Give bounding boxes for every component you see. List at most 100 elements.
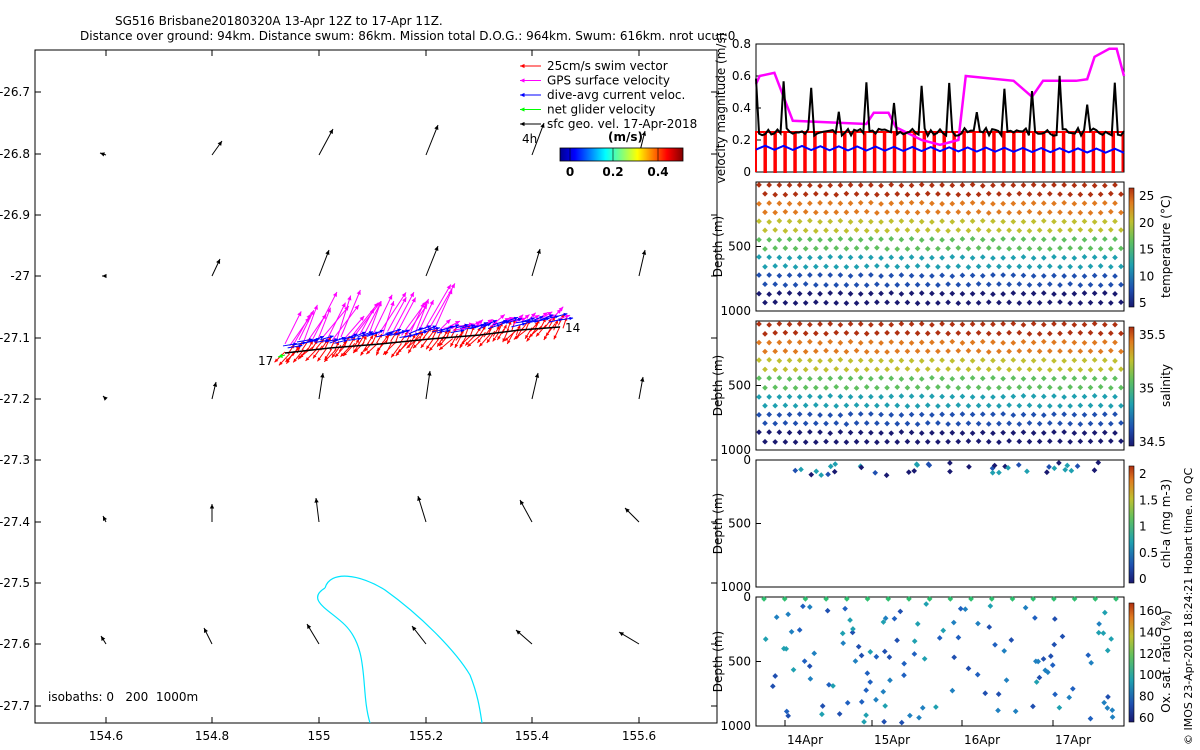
swim-vector bbox=[545, 323, 556, 337]
date-tick-label: 17Apr bbox=[1055, 733, 1091, 747]
swim-vector bbox=[390, 343, 402, 358]
profile-points bbox=[756, 320, 1124, 446]
colorbar-label: temperature (°C) bbox=[1159, 195, 1173, 298]
velocity-panel: 0 0.2 0.4 0.6 0.8 velocity magnitude (m/s) bbox=[714, 33, 1126, 183]
profile-points bbox=[761, 596, 1119, 726]
current-vector bbox=[460, 324, 476, 329]
swim-vector bbox=[408, 334, 416, 346]
map-ytick-label: -27.4 bbox=[0, 515, 30, 529]
swim-vector bbox=[459, 335, 468, 349]
map-xtick-label: 155 bbox=[308, 729, 331, 743]
map-xtick-label: 155.4 bbox=[515, 729, 549, 743]
swim-vector bbox=[397, 339, 412, 353]
colorbar-tick-label: 15 bbox=[1139, 243, 1154, 257]
panel-colorbar bbox=[1128, 602, 1135, 723]
geo-velocity-arrow bbox=[425, 124, 439, 156]
swim-vector bbox=[478, 334, 491, 347]
colorbar-tick-label: 25 bbox=[1139, 189, 1154, 203]
gps-velocity-vector bbox=[382, 300, 395, 335]
map-xtick-label: 155.6 bbox=[622, 729, 656, 743]
colorbar-title: (m/s) bbox=[608, 130, 643, 144]
colorbar-tick-label: 20 bbox=[1139, 216, 1154, 230]
swim-vector bbox=[428, 338, 440, 352]
colorbar-tick-label: 34.5 bbox=[1139, 435, 1166, 449]
panel-colorbar bbox=[1128, 187, 1135, 308]
depth-ytick-label: 500 bbox=[728, 379, 751, 393]
geo-velocity-arrow bbox=[211, 140, 223, 156]
depth-panel-2: 500 1000 Depth (m) 35.5 35 34.5 salinity bbox=[711, 320, 1173, 457]
current-vector bbox=[287, 344, 303, 349]
current-vector bbox=[348, 337, 362, 341]
geo-velocity-arrow bbox=[99, 152, 107, 157]
swim-vector bbox=[323, 348, 337, 363]
geo-velocity-arrow bbox=[417, 495, 427, 523]
swim-vector bbox=[305, 347, 318, 362]
legend-arrow bbox=[520, 78, 541, 83]
current-vector bbox=[450, 329, 465, 333]
colorbar-tick-label: 60 bbox=[1139, 711, 1154, 725]
map-xtick-label: 154.8 bbox=[195, 729, 229, 743]
current-vector bbox=[352, 331, 367, 338]
swim-vector bbox=[496, 328, 505, 341]
map-ytick-label: -27 bbox=[10, 269, 30, 283]
gps-velocity-vector bbox=[419, 299, 434, 329]
gps-velocity-vector bbox=[335, 295, 352, 342]
geo-velocity-arrow bbox=[318, 128, 334, 156]
velocity-ytick-label: 0.2 bbox=[732, 133, 751, 147]
current-vector bbox=[343, 333, 358, 340]
gps-velocity-vector bbox=[284, 311, 302, 345]
gps-velocity-vector bbox=[368, 301, 382, 335]
date-tick-label: 15Apr bbox=[874, 733, 910, 747]
current-vector bbox=[445, 324, 460, 330]
swim-vector bbox=[278, 353, 291, 366]
current-vector bbox=[436, 329, 451, 334]
colorbar-tick-label: 100 bbox=[1139, 668, 1162, 682]
geo-velocity-arrow bbox=[618, 631, 640, 645]
scale-label: 4h bbox=[522, 132, 537, 146]
gps-velocity-vector bbox=[475, 319, 484, 327]
gps-velocity-vector bbox=[387, 297, 407, 332]
legend-label: 25cm/s swim vector bbox=[547, 59, 668, 73]
geo-velocity-arrow bbox=[531, 122, 545, 156]
current-vector bbox=[296, 338, 313, 343]
colorbar-tick-label: 35.5 bbox=[1139, 328, 1166, 342]
velocity-ytick-label: 0.8 bbox=[732, 37, 751, 51]
geo-velocity-arrow bbox=[318, 249, 330, 277]
gps-velocity-vector bbox=[541, 311, 553, 319]
gps-velocity-vector bbox=[303, 304, 318, 342]
swim-vector bbox=[324, 336, 332, 348]
swim-vector bbox=[382, 340, 398, 356]
velocity-ytick-label: 0 bbox=[743, 165, 751, 179]
depth-ytick-label: 500 bbox=[728, 517, 751, 531]
current-vector bbox=[506, 317, 522, 324]
colorbar-tick-label: 2 bbox=[1139, 467, 1147, 481]
swim-vector bbox=[513, 328, 528, 340]
geo-velocity-arrow bbox=[211, 381, 218, 400]
colorbar-tick-label: 140 bbox=[1139, 625, 1162, 639]
current-vector bbox=[473, 321, 488, 329]
current-vector bbox=[385, 328, 402, 334]
depth-panel-4: 0 500 1000 Depth (m) 160 140 120 100 80 60 Ox. sat… bbox=[711, 590, 1173, 733]
copyright-footer: © IMOS 23-Apr-2018 18:24:21 Hobart time.… bbox=[1182, 467, 1195, 745]
geo-velocity-arrow bbox=[624, 507, 640, 523]
swim-vector bbox=[353, 342, 365, 353]
colorbar-tick-label: 80 bbox=[1139, 690, 1154, 704]
gps-velocity-vector bbox=[340, 289, 361, 338]
map-xtick-label: 154.6 bbox=[89, 729, 123, 743]
swim-vector bbox=[390, 330, 398, 342]
profile-points bbox=[792, 459, 1102, 479]
legend-label: sfc geo. vel. 17-Apr-2018 bbox=[547, 117, 697, 131]
glider-track bbox=[284, 326, 561, 354]
gps-velocity-vector bbox=[359, 308, 375, 336]
current-vector bbox=[539, 314, 554, 321]
colorbar-tick-label: 160 bbox=[1139, 604, 1162, 618]
geo-velocity-arrow bbox=[425, 370, 432, 400]
map-ytick-label: -27.1 bbox=[0, 331, 30, 345]
depth-ytick-label: 1000 bbox=[720, 443, 751, 457]
geo-velocity-arrow bbox=[209, 504, 215, 522]
swim-vector bbox=[449, 333, 458, 348]
depth-panel-1: 500 1000 Depth (m) 25 20 15 10 5 temperature (°C… bbox=[711, 181, 1173, 318]
